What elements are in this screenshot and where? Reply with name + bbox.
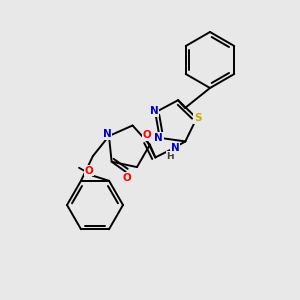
Text: S: S: [194, 113, 201, 123]
Text: O: O: [85, 166, 93, 176]
Text: N: N: [150, 106, 159, 116]
Text: H: H: [167, 152, 174, 161]
Text: N: N: [171, 143, 180, 153]
Text: O: O: [122, 173, 131, 183]
Text: N: N: [154, 133, 163, 143]
Text: N: N: [103, 129, 111, 139]
Text: O: O: [143, 130, 152, 140]
